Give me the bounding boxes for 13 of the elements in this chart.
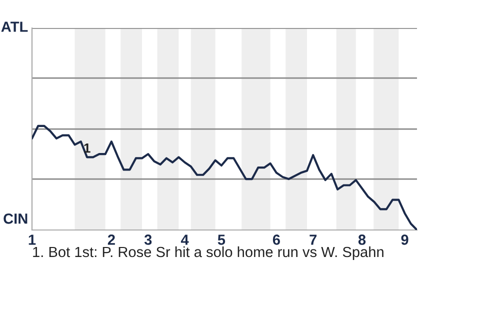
text: ATL bbox=[1, 22, 28, 32]
x-tick-label: 2 bbox=[108, 234, 115, 245]
x-tick-label: 1 bbox=[28, 234, 36, 245]
annotation: 1 bbox=[84, 144, 90, 153]
text: CIN bbox=[4, 213, 28, 224]
x-tick-label: 5 bbox=[218, 234, 226, 245]
x-tick-label: 9 bbox=[401, 234, 408, 245]
x-tick-label: 3 bbox=[144, 234, 152, 245]
text: 1. Bot 1st: P. Rose Sr hit a solo home run vs W. Spahn bbox=[33, 246, 384, 260]
x-tick-label: 4 bbox=[180, 234, 189, 245]
x-tick-label: 7 bbox=[310, 234, 317, 245]
x-tick-label: 6 bbox=[272, 234, 280, 245]
x-tick-label: 8 bbox=[358, 234, 366, 245]
